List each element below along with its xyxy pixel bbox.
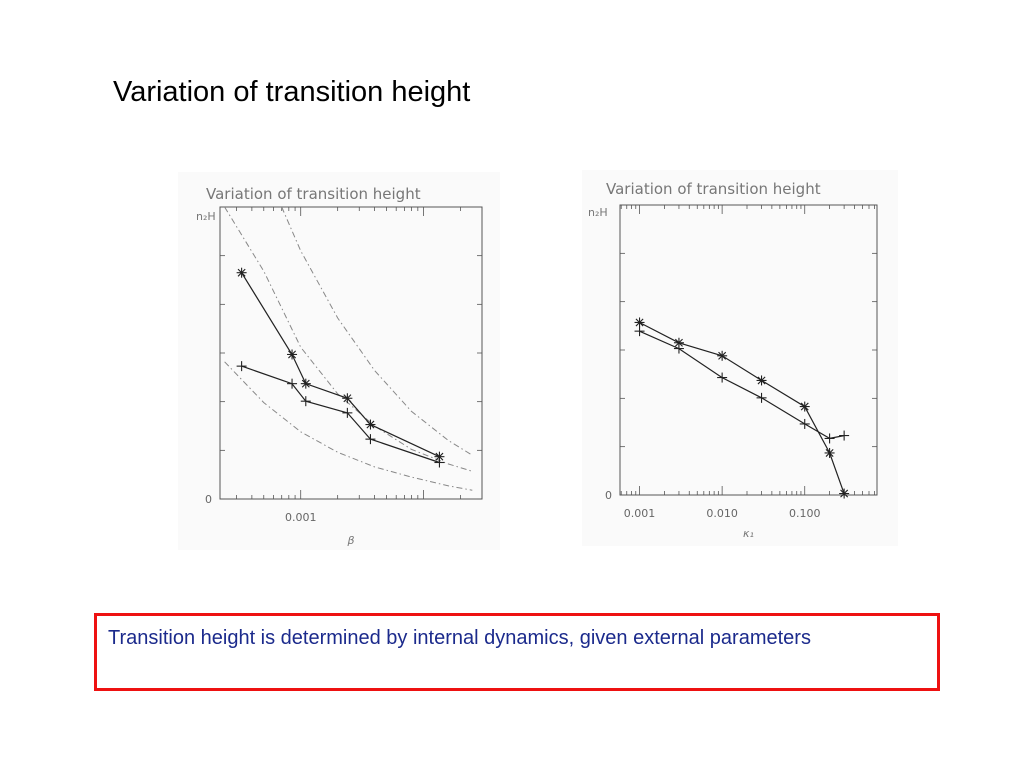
chart0-series-1-point-5 (434, 457, 445, 468)
chart1-series-0-point-5 (824, 447, 835, 458)
chart0-ylabel: n₂H (196, 210, 216, 223)
chart0-series-1-point-2 (300, 396, 311, 407)
chart0-y-ticks (220, 206, 482, 500)
conclusion-text: Transition height is determined by inter… (108, 627, 811, 649)
chart0-series-0-point-3 (342, 393, 353, 404)
chart1-series-1-point-3 (756, 392, 767, 403)
chart0-reference-curve-0 (224, 207, 473, 472)
chart1-series-1-point-2 (717, 372, 728, 383)
chart0-series-1-point-0 (236, 361, 247, 372)
slide-title: Variation of transition height (113, 76, 471, 108)
chart1-series-0-line (639, 321, 845, 494)
chart1-xtick-label-0: 0.001 (624, 507, 656, 520)
chart1-series-0-point-0 (634, 317, 645, 328)
chart1-series-0-point-4 (799, 401, 810, 412)
chart0-series-1-point-3 (342, 407, 353, 418)
chart0-reference-curve-1 (281, 207, 473, 456)
chart0-title: Variation of transition height (206, 185, 421, 203)
chart1-xtick-label-2: 0.100 (789, 507, 821, 520)
chart0-plot-frame (219, 206, 483, 500)
chart0-xlabel: β (346, 534, 354, 547)
chart0-series-1-point-4 (365, 434, 376, 445)
chart1-series-1-point-5 (824, 433, 835, 444)
chart1-series-0-point-6 (839, 488, 850, 499)
chart0-reference-curve-2 (224, 361, 473, 491)
conclusion-box: Transition height is determined by inter… (94, 613, 940, 691)
chart1-ytick-label-0: 0 (605, 489, 612, 502)
chart1-y-ticks (620, 204, 877, 496)
chart0-series-0-point-4 (365, 419, 376, 430)
chart0-series-0-line (241, 272, 440, 458)
chart0-series-0-point-2 (300, 378, 311, 389)
chart0-series-0-point-0 (236, 267, 247, 278)
chart-beta: Variation of transition height n₂H 0.001 0 β (196, 185, 483, 547)
chart-panel-beta: Variation of transition height n₂H 0.001 0 β (178, 172, 500, 550)
chart1-series-1-point-1 (673, 343, 684, 354)
chart1-series-1-point-6 (839, 430, 850, 441)
chart1-xtick-label-1: 0.010 (706, 507, 738, 520)
chart1-series-0-point-2 (717, 350, 728, 361)
chart0-ytick-label-0: 0 (205, 493, 212, 506)
chart0-series-1-line (241, 365, 440, 464)
chart-kappa: Variation of transition height n₂H 0.001 0.… (588, 180, 878, 540)
chart0-series-0-point-1 (287, 349, 298, 360)
chart0-series-1-point-1 (287, 378, 298, 389)
chart1-xlabel: κ₁ (743, 527, 754, 540)
chart1-x-ticks (620, 205, 875, 495)
chart1-series-1-point-0 (634, 326, 645, 337)
chart0-x-ticks (236, 207, 483, 499)
chart1-series-1-point-4 (799, 418, 810, 429)
chart1-plot-frame (619, 204, 878, 496)
chart1-series-0-point-3 (756, 375, 767, 386)
chart1-ylabel: n₂H (588, 206, 608, 219)
chart0-xtick-label-0: 0.001 (285, 511, 317, 524)
chart1-title: Variation of transition height (606, 180, 821, 198)
chart-panel-kappa: Variation of transition height n₂H 0.001 0.… (582, 170, 898, 546)
